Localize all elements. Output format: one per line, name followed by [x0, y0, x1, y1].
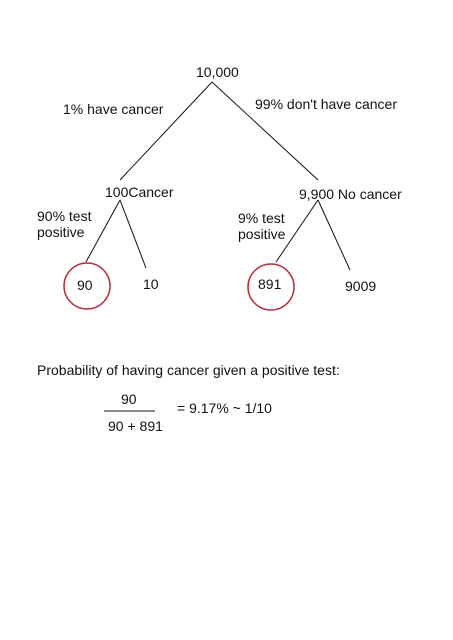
formula-caption: Probability of having cancer given a pos… — [37, 362, 340, 378]
right-test-label: 9% test positive — [238, 210, 328, 242]
edge-right-9009 — [317, 199, 351, 271]
left-test-line2: positive — [37, 224, 85, 240]
edge-left-10 — [119, 199, 147, 269]
fraction-denominator: 90 + 891 — [108, 418, 163, 434]
edge-root-right — [211, 81, 319, 181]
edge-right-891 — [275, 199, 319, 263]
leaf-10: 10 — [143, 276, 159, 292]
leaf-9009: 9009 — [345, 278, 377, 294]
right-test-line1: 9% test — [238, 210, 285, 226]
highlight-circle-90 — [63, 262, 111, 310]
right-test-line2: positive — [238, 226, 286, 242]
root-node-label: 10,000 — [196, 64, 239, 80]
leaf-90: 90 — [77, 277, 93, 293]
leaf-891: 891 — [258, 276, 282, 292]
formula-result: = 9.17% ~ 1/10 — [177, 400, 272, 416]
left-node-label: 100Cancer — [105, 184, 174, 200]
right-node-label: 9,900 No cancer — [299, 186, 402, 202]
edge-root-left — [119, 81, 213, 181]
left-test-label: 90% test positive — [37, 208, 127, 240]
left-edge-label: 1% have cancer — [63, 101, 164, 117]
fraction-numerator: 90 — [121, 391, 137, 407]
edge-left-90 — [85, 199, 121, 263]
right-edge-label: 99% don't have cancer — [255, 96, 397, 112]
left-test-line1: 90% test — [37, 208, 92, 224]
highlight-circle-891 — [247, 263, 295, 311]
